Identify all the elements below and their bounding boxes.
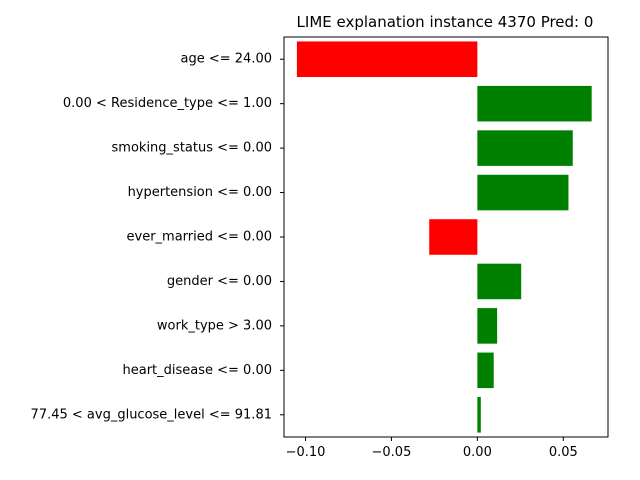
bar-8: [477, 397, 481, 433]
y-tick-label-7: heart_disease <= 0.00: [122, 363, 272, 378]
bar-3: [477, 174, 569, 211]
bar-6: [477, 308, 498, 344]
x-tick-label-1: −0.05: [372, 445, 412, 460]
chart-title: LIME explanation instance 4370 Pred: 0: [297, 13, 594, 31]
y-tick-label-6: work_type > 3.00: [157, 318, 272, 333]
y-axis: age <= 24.00 0.00 < Residence_type <= 1.0…: [31, 52, 284, 422]
bar-5: [477, 263, 522, 300]
bar-4: [429, 219, 478, 255]
bar-7: [477, 352, 494, 389]
y-tick-label-5: gender <= 0.00: [167, 274, 272, 289]
y-tick-label-1: 0.00 < Residence_type <= 1.00: [63, 96, 272, 111]
bar-1: [477, 85, 592, 122]
y-tick-label-2: smoking_status <= 0.00: [112, 141, 272, 156]
x-axis: −0.10 −0.05 0.00 0.05: [286, 437, 578, 460]
x-tick-label-0: −0.10: [286, 445, 326, 460]
bar-2: [477, 130, 573, 166]
y-tick-label-8: 77.45 < avg_glucose_level <= 91.81: [31, 407, 272, 422]
y-tick-label-4: ever_married <= 0.00: [127, 230, 272, 245]
y-tick-label-3: hypertension <= 0.00: [128, 185, 272, 200]
bar-0: [296, 41, 478, 77]
y-tick-label-0: age <= 24.00: [181, 52, 272, 67]
x-tick-label-3: 0.05: [549, 445, 578, 460]
x-tick-label-2: 0.00: [463, 445, 492, 460]
bars-group: [296, 41, 592, 433]
